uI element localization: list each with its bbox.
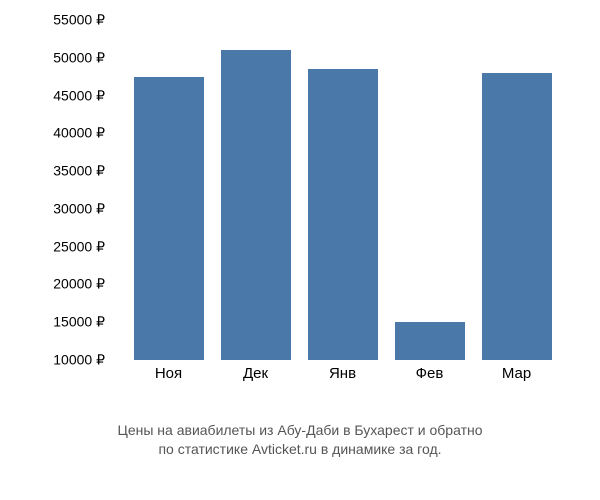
chart-container: 55000 ₽ 50000 ₽ 45000 ₽ 40000 ₽ 35000 ₽ …: [30, 20, 570, 400]
y-tick-label: 30000 ₽: [53, 200, 105, 217]
y-tick-label: 50000 ₽: [53, 49, 105, 66]
bar-mar: [482, 73, 552, 360]
x-tick-label: Ноя: [134, 365, 204, 382]
y-tick-label: 15000 ₽: [53, 314, 105, 331]
y-tick-label: 45000 ₽: [53, 87, 105, 104]
x-tick-label: Мар: [482, 365, 552, 382]
chart-caption: Цены на авиабилеты из Абу-Даби в Бухарес…: [0, 421, 600, 460]
x-tick-label: Дек: [221, 365, 291, 382]
bar-dec: [221, 50, 291, 360]
x-tick-label: Фев: [395, 365, 465, 382]
caption-line-1: Цены на авиабилеты из Абу-Даби в Бухарес…: [0, 421, 600, 441]
y-tick-label: 40000 ₽: [53, 125, 105, 142]
bar-jan: [308, 69, 378, 360]
x-tick-label: Янв: [308, 365, 378, 382]
y-tick-label: 10000 ₽: [53, 352, 105, 369]
y-tick-label: 20000 ₽: [53, 276, 105, 293]
x-axis: Ноя Дек Янв Фев Мар: [115, 365, 570, 382]
bar-feb: [395, 322, 465, 360]
bars-group: [115, 20, 570, 360]
y-tick-label: 25000 ₽: [53, 238, 105, 255]
plot-area: [115, 20, 570, 360]
y-axis: 55000 ₽ 50000 ₽ 45000 ₽ 40000 ₽ 35000 ₽ …: [30, 20, 110, 360]
bar-nov: [134, 77, 204, 360]
y-tick-label: 55000 ₽: [53, 12, 105, 29]
y-tick-label: 35000 ₽: [53, 163, 105, 180]
caption-line-2: по статистике Avticket.ru в динамике за …: [0, 440, 600, 460]
